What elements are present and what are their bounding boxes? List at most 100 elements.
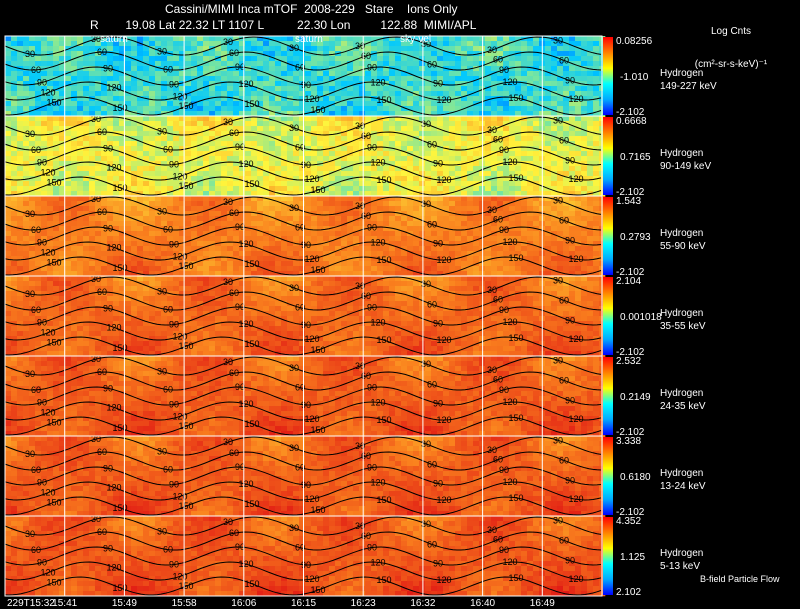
contour-label: 150	[376, 255, 391, 265]
contour-label: 30	[157, 286, 167, 296]
contour-label: 60	[427, 299, 437, 309]
contour-label: 60	[361, 531, 371, 541]
time-tick-label: 16:49	[530, 598, 555, 609]
contour-label: 60	[31, 65, 41, 75]
contour-label: 90	[235, 382, 245, 392]
contour-label: 30	[157, 446, 167, 456]
contour-label: 30	[91, 114, 101, 124]
contour-label: 30	[487, 285, 497, 295]
colorbar-gradient	[603, 357, 613, 435]
contour-label: 150	[310, 185, 325, 195]
contour-label: 90	[103, 223, 113, 233]
time-tick-label: 15:41	[52, 598, 77, 609]
contour-label: 120	[40, 168, 55, 178]
contour-label: 30	[355, 441, 365, 451]
colorbar-min-label: 2.102	[616, 587, 641, 598]
contour-label: 30	[421, 39, 431, 49]
contour-label: 30	[289, 123, 299, 133]
contour-label: 150	[376, 335, 391, 345]
contour-label: 60	[229, 208, 239, 218]
contour-label: 30	[157, 526, 167, 536]
contour-label: 120	[304, 494, 319, 504]
contour-label: 60	[295, 223, 305, 233]
contour-label: 90	[169, 160, 179, 170]
contour-label: 150	[112, 103, 127, 113]
colorbar-mid-label: 0.6180	[620, 472, 651, 483]
contour-label: 120	[172, 331, 187, 341]
contour-label: 60	[229, 448, 239, 458]
contour-label: 30	[421, 439, 431, 449]
contour-label: 60	[229, 128, 239, 138]
contour-label: 90	[499, 545, 509, 555]
contour-label: 30	[355, 281, 365, 291]
contour-label: 150	[112, 263, 127, 273]
contour-label: 90	[499, 465, 509, 475]
contour-label: 120	[304, 334, 319, 344]
contour-label: 60	[493, 295, 503, 305]
contour-label: 120	[106, 402, 121, 412]
contour-label: 30	[487, 125, 497, 135]
contour-label: 90	[37, 477, 47, 487]
contour-label: 120	[106, 322, 121, 332]
contour-label: 30	[25, 49, 35, 59]
contour-label: 30	[355, 361, 365, 371]
colorbar: 2.532 0.2149 -2.102	[603, 356, 651, 438]
contour-label: 30	[157, 366, 167, 376]
contour-label: 90	[499, 305, 509, 315]
contour-label: 90	[301, 560, 311, 570]
contour-label: 90	[37, 397, 47, 407]
time-tick-label: 16:40	[470, 598, 495, 609]
contour-label: 60	[427, 379, 437, 389]
contour-label: 60	[361, 451, 371, 461]
contour-label: 150	[310, 425, 325, 435]
species-label: Hydrogen	[660, 468, 703, 479]
energy-label: 24-35 keV	[660, 401, 706, 412]
contour-label: 120	[40, 408, 55, 418]
contour-label: 90	[565, 236, 575, 246]
contour-label: 150	[508, 413, 523, 423]
contour-label: 30	[421, 199, 431, 209]
contour-label: 90	[301, 160, 311, 170]
heatmap-cells	[5, 356, 606, 437]
contour-label: 90	[37, 557, 47, 567]
colorbar-gradient	[603, 437, 613, 515]
contour-label: 30	[553, 35, 563, 45]
contour-label: 30	[487, 45, 497, 55]
contour-label: 120	[436, 255, 451, 265]
contour-label: 150	[46, 257, 61, 267]
contour-label: 60	[361, 131, 371, 141]
contour-label: 30	[289, 363, 299, 373]
contour-label: 30	[91, 514, 101, 524]
contour-label: 60	[31, 545, 41, 555]
contour-label: 90	[367, 223, 377, 233]
contour-label: 150	[376, 495, 391, 505]
colorbar-min-label: -2.102	[616, 107, 645, 118]
contour-label: 150	[46, 337, 61, 347]
contour-label: 90	[367, 383, 377, 393]
contour-label: 150	[46, 417, 61, 427]
contour-label: 90	[169, 480, 179, 490]
contour-label: 60	[559, 455, 569, 465]
contour-label: 120	[568, 494, 583, 504]
contour-label: 30	[223, 357, 233, 367]
colorbar-gradient	[603, 197, 613, 275]
contour-label: 60	[559, 55, 569, 65]
contour-label: 60	[493, 455, 503, 465]
contour-label: 150	[310, 345, 325, 355]
contour-label: 30	[157, 206, 167, 216]
contour-label: 120	[238, 159, 253, 169]
contour-label: 150	[178, 501, 193, 511]
contour-label: 60	[361, 211, 371, 221]
contour-label: 120	[238, 479, 253, 489]
contour-label: 30	[421, 279, 431, 289]
contour-label: 60	[427, 59, 437, 69]
contour-label: 150	[178, 261, 193, 271]
colorbar-max-label: 4.352	[616, 516, 641, 527]
contour-label: 60	[97, 207, 107, 217]
colorbar-mid-label: 0.7165	[620, 152, 651, 163]
contour-label: 60	[97, 287, 107, 297]
